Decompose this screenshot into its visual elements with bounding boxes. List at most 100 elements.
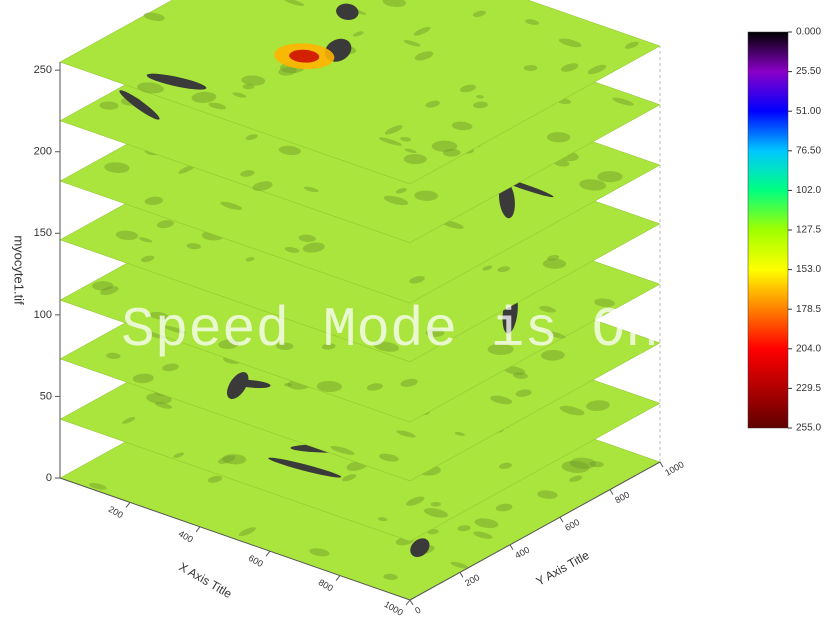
speckle <box>378 453 399 462</box>
z-tick-label: 100 <box>34 309 52 321</box>
speckle <box>115 230 139 241</box>
speckle <box>525 19 540 25</box>
speckle <box>378 137 402 146</box>
speckle <box>589 461 604 468</box>
y-tick-label: 200 <box>463 572 481 588</box>
z-tick-label: 150 <box>34 227 52 239</box>
z-axis-title: myocyte1.tif <box>12 235 27 305</box>
speckle <box>238 527 256 537</box>
speckle <box>498 462 513 469</box>
speckle <box>459 84 476 93</box>
x-tick <box>405 599 411 606</box>
speckle <box>425 100 440 108</box>
dark-blob <box>268 457 342 478</box>
speckle <box>278 145 301 156</box>
speckle <box>208 102 226 110</box>
speckle <box>383 195 409 206</box>
colorbar-label: 25.50 <box>796 66 821 77</box>
speckle <box>316 380 342 392</box>
speckle <box>330 445 355 455</box>
speckle <box>100 286 119 296</box>
speckle <box>220 201 242 210</box>
speckle <box>132 373 154 384</box>
speckle <box>89 482 107 490</box>
x-tick <box>125 502 131 508</box>
speckle <box>144 196 164 206</box>
speckle <box>400 378 418 387</box>
colorbar-label: 76.50 <box>796 145 821 156</box>
speckle <box>540 350 565 361</box>
colorbar-label: 229.5 <box>796 383 821 394</box>
speckle <box>546 132 571 143</box>
z-tick-label: 250 <box>34 64 52 76</box>
layer <box>59 0 661 185</box>
speckle <box>384 125 403 135</box>
speckle <box>612 97 634 106</box>
speckle <box>373 341 400 352</box>
speckle <box>138 237 153 243</box>
speckle <box>561 461 590 473</box>
x-tick-label: 600 <box>247 553 265 569</box>
speckle <box>222 454 247 465</box>
colorbar-label: 102.0 <box>796 185 821 196</box>
speckle <box>502 365 526 375</box>
x-tick-label: 800 <box>317 577 335 593</box>
speckle <box>497 266 511 273</box>
x-tick <box>195 526 201 533</box>
speckle <box>104 162 130 174</box>
speckle <box>404 148 417 154</box>
y-tick <box>609 489 614 495</box>
speckle <box>515 389 532 397</box>
speckle <box>539 305 556 313</box>
hot-spot-core <box>289 49 320 63</box>
speckle <box>414 51 434 61</box>
speckle <box>396 430 416 438</box>
speckle <box>218 455 236 464</box>
x-tick-label: 1000 <box>382 599 404 617</box>
speckle <box>454 431 465 436</box>
layer-texture <box>137 0 639 165</box>
speckle <box>403 40 421 47</box>
speckle <box>395 188 407 194</box>
speckle <box>473 101 488 109</box>
y-tick <box>559 516 564 523</box>
speckle <box>450 561 469 569</box>
speckle <box>191 91 217 103</box>
speckle <box>284 247 300 253</box>
speckle <box>443 148 461 157</box>
y-tick <box>659 461 664 468</box>
speckle <box>537 490 558 499</box>
speckle <box>245 134 258 141</box>
speckle <box>451 121 473 131</box>
speckle <box>186 243 201 250</box>
speckle <box>542 258 567 269</box>
speckle <box>218 339 240 349</box>
speckle <box>146 393 172 404</box>
speckle <box>487 343 514 356</box>
speckle <box>409 276 425 284</box>
speckle <box>457 525 471 532</box>
y-tick <box>509 544 514 551</box>
speckle <box>122 417 136 424</box>
speckle <box>495 503 513 512</box>
speckle <box>560 63 579 72</box>
speckle <box>207 475 223 483</box>
x-tick <box>265 550 271 557</box>
speckle <box>164 325 186 334</box>
speckle <box>276 342 294 350</box>
speckle <box>569 457 596 469</box>
speckle <box>156 220 174 229</box>
speckle <box>178 164 196 174</box>
speckle <box>245 257 255 262</box>
x-axis-title: X Axis Title <box>177 560 235 602</box>
speckle <box>240 170 255 177</box>
dark-blob <box>226 372 249 400</box>
colorbar-label: 178.5 <box>796 304 821 315</box>
speckle <box>382 0 406 7</box>
speckle <box>476 95 484 99</box>
speckle <box>472 10 486 17</box>
speckle <box>474 518 499 529</box>
dark-blob <box>146 73 207 90</box>
speckle <box>232 92 247 98</box>
speckle <box>569 475 583 482</box>
